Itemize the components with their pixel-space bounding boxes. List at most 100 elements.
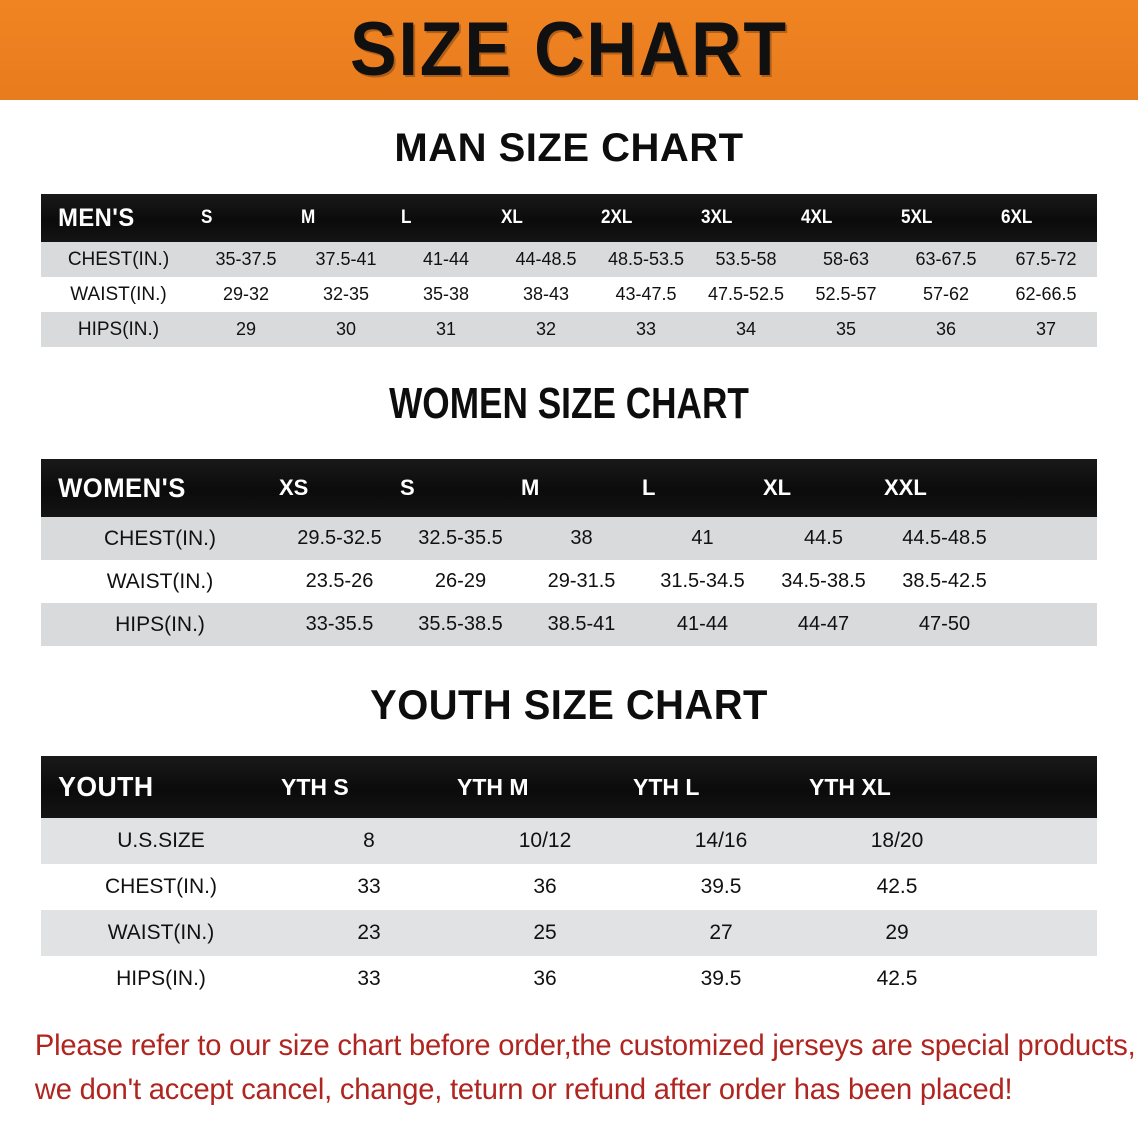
men-column-header: XL [501, 207, 523, 228]
table-cell: 25 [533, 921, 557, 944]
women-table-header-row: WOMEN'S XS S M L XL XXL [41, 459, 1097, 517]
table-cell: 38 [570, 527, 593, 549]
men-column-header: 4XL [801, 207, 833, 228]
table-cell: 57-62 [922, 284, 970, 304]
table-cell: 14/16 [694, 829, 748, 852]
table-cell: 44-48.5 [515, 249, 577, 269]
women-column-header: XL [763, 475, 792, 500]
table-cell: 44.5-48.5 [902, 527, 987, 549]
men-column-header: 2XL [601, 207, 633, 228]
table-cell: 37 [1035, 319, 1057, 339]
table-cell: 29 [885, 921, 909, 944]
table-cell: 33-35.5 [305, 613, 374, 635]
men-column-header: S [201, 207, 213, 228]
table-row: WAIST(IN.) 29-32 32-35 35-38 38-43 43-47… [41, 277, 1097, 312]
table-cell: 47.5-52.5 [707, 284, 785, 304]
table-cell: 41 [691, 527, 714, 549]
youth-column-header: YTH XL [809, 773, 891, 800]
man-section-title: MAN SIZE CHART [394, 126, 744, 170]
men-column-header: M [301, 207, 316, 228]
row-label: WAIST(IN.) [70, 283, 167, 305]
disclaimer-line-2: we don't accept cancel, change, teturn o… [34, 1072, 1013, 1106]
women-section-title: WOMEN SIZE CHART [389, 379, 749, 428]
table-cell: 31.5-34.5 [660, 570, 745, 592]
table-cell: 33 [635, 319, 657, 339]
table-cell: 33 [357, 967, 381, 990]
men-header-label: MEN'S [58, 203, 135, 232]
table-cell: 53.5-58 [715, 249, 777, 269]
women-column-header: M [521, 475, 540, 500]
table-cell: 44-47 [797, 613, 850, 635]
table-cell: 52.5-57 [815, 284, 877, 304]
size-chart-banner: SIZE CHART [0, 0, 1138, 100]
table-cell: 23.5-26 [305, 570, 374, 592]
table-cell: 32 [535, 319, 557, 339]
youth-size-table: YOUTH YTH S YTH M YTH L YTH XL U.S.SIZE … [41, 756, 1097, 1002]
table-cell: 37.5-41 [315, 249, 377, 269]
youth-column-header: YTH L [633, 773, 700, 800]
table-cell: 29-32 [222, 284, 270, 304]
table-cell: 36 [533, 967, 557, 990]
table-cell: 35.5-38.5 [418, 613, 503, 635]
table-cell: 35-37.5 [215, 249, 277, 269]
table-cell: 35 [835, 319, 857, 339]
women-column-header: S [400, 475, 415, 500]
table-cell: 41-44 [676, 613, 729, 635]
banner-title: SIZE CHART [350, 7, 788, 92]
table-cell: 27 [709, 921, 733, 944]
return-policy-disclaimer: Please refer to our size chart before or… [0, 1024, 1136, 1111]
table-row: CHEST(IN.) 29.5-32.5 32.5-35.5 38 41 44.… [41, 517, 1097, 560]
table-row: WAIST(IN.) 23.5-26 26-29 29-31.5 31.5-34… [41, 560, 1097, 603]
row-label: CHEST(IN.) [104, 526, 216, 550]
table-cell: 23 [357, 921, 381, 944]
table-cell: 36 [533, 875, 557, 898]
youth-section-title: YOUTH SIZE CHART [370, 681, 768, 728]
disclaimer-line-1: Please refer to our size chart before or… [34, 1029, 1136, 1062]
youth-table-header-row: YOUTH YTH S YTH M YTH L YTH XL [41, 756, 1097, 818]
women-column-header: XS [279, 475, 309, 500]
table-cell: 38.5-42.5 [902, 570, 987, 592]
table-cell: 29 [235, 319, 257, 339]
women-column-header: L [642, 475, 656, 500]
table-cell: 10/12 [518, 829, 572, 852]
men-column-header: 5XL [901, 207, 933, 228]
table-cell: 38-43 [522, 284, 570, 304]
row-label: WAIST(IN.) [107, 921, 215, 944]
table-cell: 32.5-35.5 [418, 527, 503, 549]
table-cell: 62-66.5 [1015, 284, 1077, 304]
youth-header-label: YOUTH [58, 771, 154, 802]
table-row: HIPS(IN.) 33 36 39.5 42.5 [41, 956, 1097, 1002]
table-cell: 33 [357, 875, 381, 898]
table-cell: 41-44 [422, 249, 470, 269]
table-cell: 48.5-53.5 [607, 249, 685, 269]
table-row: CHEST(IN.) 35-37.5 37.5-41 41-44 44-48.5… [41, 242, 1097, 277]
table-cell: 39.5 [700, 967, 742, 990]
table-cell: 29.5-32.5 [297, 527, 382, 549]
table-cell: 36 [935, 319, 957, 339]
table-row: WAIST(IN.) 23 25 27 29 [41, 910, 1097, 956]
table-cell: 42.5 [876, 875, 918, 898]
table-cell: 39.5 [700, 875, 742, 898]
table-cell: 8 [363, 829, 375, 852]
table-cell: 30 [335, 319, 357, 339]
row-label: HIPS(IN.) [77, 318, 160, 340]
men-size-table: MEN'S S M L XL 2XL 3XL 4XL 5XL 6XL CHEST… [41, 194, 1097, 347]
women-column-header: XXL [884, 475, 927, 500]
row-label: WAIST(IN.) [106, 569, 214, 593]
table-cell: 18/20 [870, 829, 924, 852]
table-cell: 26-29 [434, 570, 487, 592]
row-label: CHEST(IN.) [105, 875, 217, 898]
men-table-header-row: MEN'S S M L XL 2XL 3XL 4XL 5XL 6XL [41, 194, 1097, 242]
youth-column-header: YTH M [457, 773, 529, 800]
women-size-table: WOMEN'S XS S M L XL XXL CHEST(IN.) 29.5-… [41, 459, 1097, 646]
table-cell: 44.5 [804, 527, 843, 549]
men-column-header: L [401, 207, 412, 228]
table-cell: 42.5 [876, 967, 918, 990]
women-header-label: WOMEN'S [58, 472, 186, 503]
table-row: CHEST(IN.) 33 36 39.5 42.5 [41, 864, 1097, 910]
table-cell: 67.5-72 [1015, 249, 1077, 269]
table-cell: 38.5-41 [547, 613, 616, 635]
row-label: HIPS(IN.) [116, 967, 206, 990]
row-label: CHEST(IN.) [67, 248, 170, 270]
table-cell: 43-47.5 [615, 284, 677, 304]
